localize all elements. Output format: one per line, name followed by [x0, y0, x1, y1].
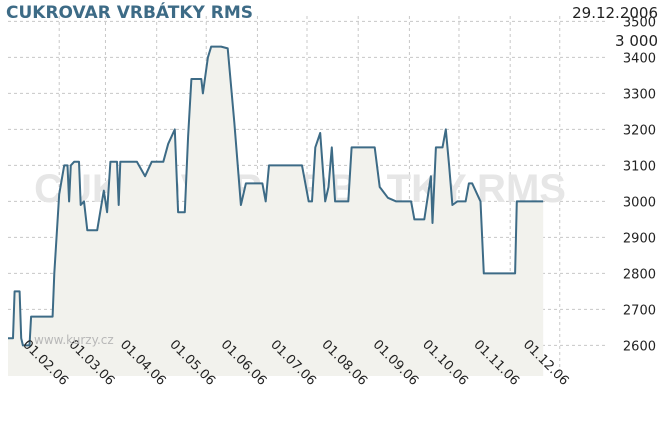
y-tick-label: 2800 — [623, 267, 656, 282]
date-label: 29.12.2006 — [572, 4, 658, 22]
y-tick-label: 2900 — [623, 231, 656, 246]
y-tick-label: 3300 — [623, 87, 656, 102]
y-tick-label: 3000 — [623, 195, 656, 210]
y-tick-label: 3400 — [623, 51, 656, 66]
series-line — [8, 45, 544, 347]
y-tick-label: 3100 — [623, 159, 656, 174]
y-axis-tick-labels: 2600 2700 2800 2900 3000 3100 3200 3300 3400 3500 — [623, 15, 656, 354]
y-tick-label: 2700 — [623, 303, 656, 318]
credit-text: www.kurzy.cz — [34, 333, 114, 347]
y-tick-label: 3200 — [623, 123, 656, 138]
series-area — [8, 46, 544, 376]
y-tick-label: 2600 — [623, 339, 656, 354]
last-value-label: 3 000 — [615, 32, 658, 50]
chart-title: CUKROVAR VRBÁTKY RMS — [6, 3, 253, 23]
y-tick-label: 3500 — [623, 15, 656, 30]
